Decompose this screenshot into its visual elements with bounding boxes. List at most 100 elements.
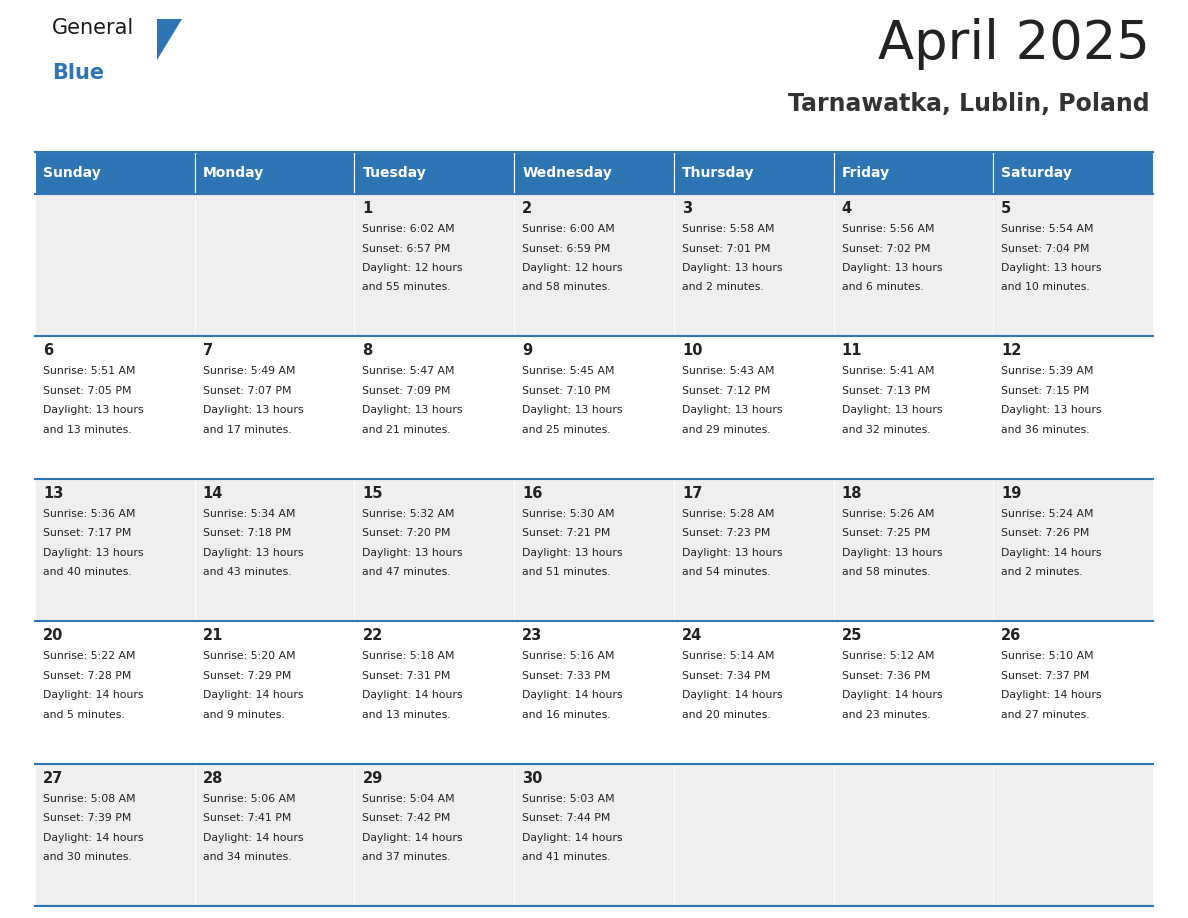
Text: 29: 29: [362, 770, 383, 786]
Bar: [834, 336, 993, 479]
Text: 11: 11: [841, 343, 862, 358]
Text: 13: 13: [43, 486, 63, 501]
Text: 3: 3: [682, 201, 691, 216]
Text: and 17 minutes.: and 17 minutes.: [203, 425, 291, 435]
Text: and 55 minutes.: and 55 minutes.: [362, 283, 451, 293]
Text: Daylight: 13 hours: Daylight: 13 hours: [841, 406, 942, 416]
Bar: [993, 336, 1154, 479]
Text: Sunset: 7:04 PM: Sunset: 7:04 PM: [1001, 243, 1089, 253]
Text: Tuesday: Tuesday: [362, 166, 426, 180]
Text: Sunrise: 5:30 AM: Sunrise: 5:30 AM: [523, 509, 614, 519]
Bar: [195, 152, 354, 194]
Text: Sunrise: 5:49 AM: Sunrise: 5:49 AM: [203, 366, 295, 376]
Text: 28: 28: [203, 770, 223, 786]
Text: and 5 minutes.: and 5 minutes.: [43, 710, 125, 720]
Text: Daylight: 13 hours: Daylight: 13 hours: [523, 548, 623, 558]
Bar: [514, 194, 674, 336]
Text: Daylight: 13 hours: Daylight: 13 hours: [841, 548, 942, 558]
Text: Daylight: 12 hours: Daylight: 12 hours: [523, 263, 623, 273]
Text: and 36 minutes.: and 36 minutes.: [1001, 425, 1089, 435]
Text: 26: 26: [1001, 628, 1022, 644]
Text: Daylight: 14 hours: Daylight: 14 hours: [1001, 548, 1101, 558]
Bar: [34, 194, 195, 336]
Text: Daylight: 13 hours: Daylight: 13 hours: [682, 548, 783, 558]
Text: Sunrise: 5:56 AM: Sunrise: 5:56 AM: [841, 224, 934, 234]
Text: Daylight: 12 hours: Daylight: 12 hours: [362, 263, 463, 273]
Text: and 40 minutes.: and 40 minutes.: [43, 567, 132, 577]
Bar: [354, 152, 514, 194]
Bar: [834, 152, 993, 194]
Text: 19: 19: [1001, 486, 1022, 501]
Text: Sunrise: 6:00 AM: Sunrise: 6:00 AM: [523, 224, 615, 234]
Text: 20: 20: [43, 628, 63, 644]
Text: and 13 minutes.: and 13 minutes.: [362, 710, 451, 720]
Bar: [354, 764, 514, 906]
Bar: [674, 194, 834, 336]
Text: 24: 24: [682, 628, 702, 644]
Text: Sunset: 7:39 PM: Sunset: 7:39 PM: [43, 813, 132, 823]
Text: Sunset: 7:09 PM: Sunset: 7:09 PM: [362, 386, 451, 396]
Text: 4: 4: [841, 201, 852, 216]
Bar: [993, 194, 1154, 336]
Text: 27: 27: [43, 770, 63, 786]
Text: and 9 minutes.: and 9 minutes.: [203, 710, 284, 720]
Text: Daylight: 13 hours: Daylight: 13 hours: [682, 406, 783, 416]
Bar: [674, 479, 834, 621]
Text: 5: 5: [1001, 201, 1011, 216]
Text: Monday: Monday: [203, 166, 264, 180]
Text: Sunset: 7:41 PM: Sunset: 7:41 PM: [203, 813, 291, 823]
Bar: [674, 621, 834, 764]
Text: Sunset: 7:36 PM: Sunset: 7:36 PM: [841, 671, 930, 681]
Bar: [34, 479, 195, 621]
Text: Tarnawatka, Lublin, Poland: Tarnawatka, Lublin, Poland: [789, 92, 1150, 116]
Text: Blue: Blue: [52, 63, 105, 83]
Bar: [34, 764, 195, 906]
Text: 25: 25: [841, 628, 862, 644]
Text: Sunrise: 5:54 AM: Sunrise: 5:54 AM: [1001, 224, 1094, 234]
Text: Sunset: 7:31 PM: Sunset: 7:31 PM: [362, 671, 450, 681]
Text: and 13 minutes.: and 13 minutes.: [43, 425, 132, 435]
Text: and 32 minutes.: and 32 minutes.: [841, 425, 930, 435]
Text: Sunset: 7:18 PM: Sunset: 7:18 PM: [203, 528, 291, 538]
Text: Sunrise: 5:24 AM: Sunrise: 5:24 AM: [1001, 509, 1094, 519]
Text: Saturday: Saturday: [1001, 166, 1072, 180]
Polygon shape: [157, 19, 182, 60]
Text: Sunset: 7:25 PM: Sunset: 7:25 PM: [841, 528, 930, 538]
Bar: [674, 764, 834, 906]
Text: 8: 8: [362, 343, 373, 358]
Text: Daylight: 13 hours: Daylight: 13 hours: [682, 263, 783, 273]
Text: and 20 minutes.: and 20 minutes.: [682, 710, 771, 720]
Text: Sunset: 7:33 PM: Sunset: 7:33 PM: [523, 671, 611, 681]
Text: Sunrise: 5:58 AM: Sunrise: 5:58 AM: [682, 224, 775, 234]
Text: Sunset: 7:26 PM: Sunset: 7:26 PM: [1001, 528, 1089, 538]
Text: Sunrise: 5:20 AM: Sunrise: 5:20 AM: [203, 651, 296, 661]
Text: General: General: [52, 18, 134, 38]
Text: Daylight: 13 hours: Daylight: 13 hours: [362, 406, 463, 416]
Text: and 16 minutes.: and 16 minutes.: [523, 710, 611, 720]
Text: Daylight: 13 hours: Daylight: 13 hours: [203, 548, 303, 558]
Text: Sunset: 7:20 PM: Sunset: 7:20 PM: [362, 528, 451, 538]
Text: Sunset: 7:05 PM: Sunset: 7:05 PM: [43, 386, 132, 396]
Text: Sunrise: 5:08 AM: Sunrise: 5:08 AM: [43, 793, 135, 803]
Text: Sunset: 7:17 PM: Sunset: 7:17 PM: [43, 528, 132, 538]
Bar: [514, 336, 674, 479]
Text: Sunset: 7:42 PM: Sunset: 7:42 PM: [362, 813, 450, 823]
Text: Sunrise: 6:02 AM: Sunrise: 6:02 AM: [362, 224, 455, 234]
Text: Sunrise: 5:32 AM: Sunrise: 5:32 AM: [362, 509, 455, 519]
Bar: [195, 336, 354, 479]
Bar: [34, 152, 195, 194]
Text: Sunrise: 5:36 AM: Sunrise: 5:36 AM: [43, 509, 135, 519]
Bar: [993, 621, 1154, 764]
Text: Sunrise: 5:43 AM: Sunrise: 5:43 AM: [682, 366, 775, 376]
Text: Daylight: 13 hours: Daylight: 13 hours: [203, 406, 303, 416]
Text: Daylight: 14 hours: Daylight: 14 hours: [523, 833, 623, 843]
Text: Sunset: 7:07 PM: Sunset: 7:07 PM: [203, 386, 291, 396]
Text: 1: 1: [362, 201, 373, 216]
Text: Daylight: 14 hours: Daylight: 14 hours: [203, 690, 303, 700]
Text: Sunday: Sunday: [43, 166, 101, 180]
Text: Sunset: 7:37 PM: Sunset: 7:37 PM: [1001, 671, 1089, 681]
Bar: [195, 764, 354, 906]
Text: and 25 minutes.: and 25 minutes.: [523, 425, 611, 435]
Text: and 47 minutes.: and 47 minutes.: [362, 567, 451, 577]
Text: Sunrise: 5:45 AM: Sunrise: 5:45 AM: [523, 366, 614, 376]
